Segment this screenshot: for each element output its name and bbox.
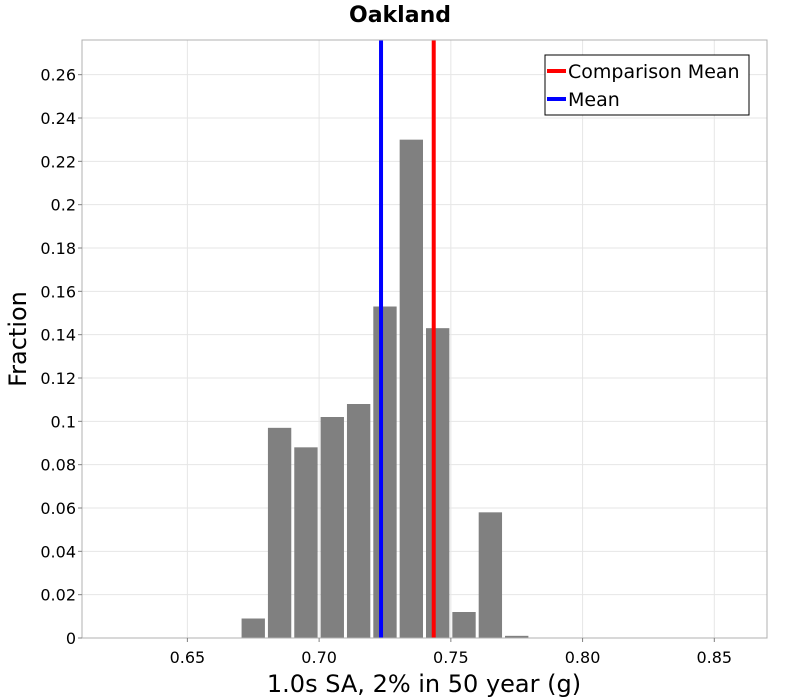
- x-tick-label: 0.65: [170, 648, 206, 667]
- y-tick-label: 0.2: [51, 196, 76, 215]
- legend-label-comparison-mean: Comparison Mean: [568, 61, 740, 83]
- x-axis-label: 1.0s SA, 2% in 50 year (g): [267, 670, 581, 698]
- y-tick-label: 0.24: [40, 109, 76, 128]
- bar-layer: [241, 139, 529, 638]
- y-tick-label: 0.26: [40, 66, 76, 85]
- y-tick-label: 0: [66, 629, 76, 648]
- histogram-bar: [452, 612, 476, 638]
- y-tick-label: 0.08: [40, 456, 76, 475]
- y-tick-label: 0.16: [40, 282, 76, 301]
- legend-label-mean: Mean: [568, 89, 620, 111]
- mean-lines-layer: [379, 40, 436, 638]
- x-tick-label: 0.75: [433, 648, 469, 667]
- histogram-bar: [241, 618, 265, 638]
- y-tick-label: 0.06: [40, 499, 76, 518]
- histogram-bar: [399, 139, 423, 638]
- y-tick-label: 0.14: [40, 326, 76, 345]
- x-tick-label: 0.80: [565, 648, 601, 667]
- x-tick-label: 0.85: [696, 648, 732, 667]
- y-tick-label: 0.12: [40, 369, 76, 388]
- chart-title: Oakland: [349, 3, 451, 28]
- histogram-bar: [505, 635, 529, 638]
- grid-layer: [82, 40, 767, 639]
- histogram-bar: [267, 427, 292, 638]
- histogram-bar: [294, 447, 318, 638]
- y-tick-label: 0.04: [40, 542, 76, 561]
- y-tick-label: 0.1: [51, 412, 76, 431]
- y-axis-label: Fraction: [4, 291, 32, 387]
- legend-box: [544, 54, 750, 116]
- histogram-bar: [373, 306, 397, 638]
- y-tick-label: 0.18: [40, 239, 76, 258]
- x-tick-label: 0.70: [301, 648, 337, 667]
- legend: Comparison Mean Mean: [544, 54, 750, 116]
- histogram-bar: [320, 417, 344, 638]
- plot-frame: [81, 39, 768, 639]
- x-axis-ticks: 0.65 0.70 0.75 0.80 0.85: [170, 638, 732, 667]
- y-tick-label: 0.02: [40, 586, 76, 605]
- histogram-bar: [346, 404, 371, 638]
- y-tick-label: 0.22: [40, 152, 76, 171]
- histogram-bar: [478, 512, 503, 638]
- y-axis-ticks: 0 0.02 0.04 0.06 0.08 0.1 0.12 0.14 0.16 0.18 0.2 0…: [40, 66, 82, 648]
- histogram-bar: [426, 328, 450, 638]
